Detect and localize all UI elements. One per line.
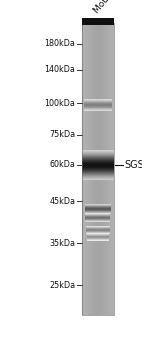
Bar: [82, 155, 114, 156]
Bar: [82, 172, 114, 173]
Bar: [82, 18, 114, 25]
Bar: [82, 157, 114, 158]
Text: 60kDa: 60kDa: [49, 160, 75, 169]
Bar: [82, 154, 114, 155]
Bar: [82, 169, 114, 170]
Bar: [82, 165, 114, 166]
Bar: [82, 162, 114, 163]
Text: 25kDa: 25kDa: [49, 281, 75, 290]
Text: 140kDa: 140kDa: [44, 65, 75, 75]
Bar: [82, 174, 114, 175]
Text: 100kDa: 100kDa: [44, 99, 75, 108]
Bar: [82, 173, 114, 174]
Bar: [82, 177, 114, 178]
Bar: [82, 163, 114, 164]
Text: 180kDa: 180kDa: [44, 39, 75, 48]
Bar: [82, 159, 114, 160]
Bar: [82, 158, 114, 159]
Bar: [82, 171, 114, 172]
Bar: [82, 160, 114, 161]
Bar: [82, 176, 114, 177]
Bar: [82, 168, 114, 169]
Bar: [82, 23, 114, 315]
Bar: [82, 153, 114, 154]
Bar: [82, 166, 114, 167]
Bar: [82, 152, 114, 153]
Bar: [82, 161, 114, 162]
Bar: [82, 170, 114, 171]
Text: SGSH: SGSH: [124, 160, 142, 170]
Text: 75kDa: 75kDa: [49, 130, 75, 139]
Bar: [82, 156, 114, 157]
Text: 35kDa: 35kDa: [49, 239, 75, 248]
Bar: [82, 167, 114, 168]
Bar: [82, 178, 114, 179]
Bar: [82, 179, 114, 180]
Bar: [82, 150, 114, 151]
Bar: [82, 151, 114, 152]
Bar: [82, 175, 114, 176]
Text: 45kDa: 45kDa: [49, 197, 75, 206]
Bar: [82, 164, 114, 165]
Text: Mouse lung: Mouse lung: [92, 0, 132, 15]
